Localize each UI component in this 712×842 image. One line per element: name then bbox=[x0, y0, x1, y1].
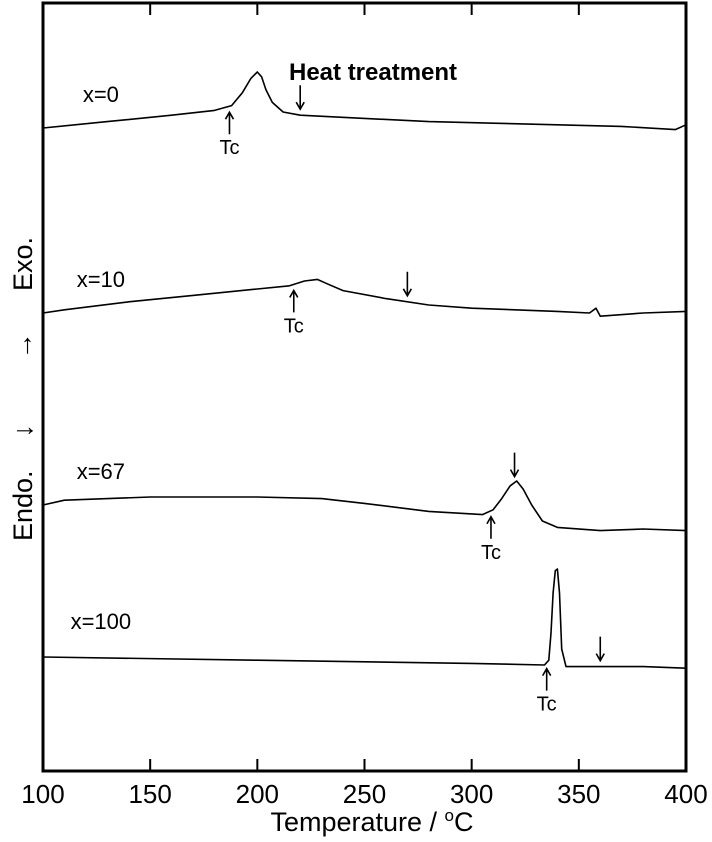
y-axis-arrow-up: → bbox=[8, 332, 38, 359]
curve-annotations: x=0 Tc x=10 Tc x=67 Tc x=100 Tc bbox=[71, 82, 605, 716]
tc-arrow-x=100 bbox=[541, 666, 552, 691]
tc-label-x=67: Tc bbox=[481, 542, 501, 564]
curve-x=100 bbox=[42, 568, 687, 669]
y-axis-title: Endo. ↓ → Exo. bbox=[8, 237, 38, 541]
curve-x=67 bbox=[42, 480, 687, 532]
x-tick-label-150: 150 bbox=[128, 779, 171, 809]
tc-arrow-x=10 bbox=[289, 288, 299, 313]
curve-x=0 bbox=[42, 71, 687, 131]
x-tick-label-250: 250 bbox=[343, 779, 386, 809]
tc-arrow-x=67 bbox=[486, 515, 496, 539]
x-tick-label-100: 100 bbox=[21, 779, 64, 809]
heat-treatment-arrow-x=100 bbox=[595, 636, 605, 663]
y-axis-arrow-down: ↓ bbox=[8, 424, 38, 438]
tc-label-x=0: Tc bbox=[219, 137, 239, 159]
x-tick-labels: 100 150 200 250 300 350 400 bbox=[21, 779, 707, 809]
x-axis-title: Temperature / oC bbox=[270, 806, 473, 837]
y-axis-endo-label: Endo. bbox=[8, 470, 38, 541]
heat-treatment-arrow-x=10 bbox=[402, 271, 413, 298]
tc-label-x=10: Tc bbox=[284, 315, 304, 337]
series-label-x=100: x=100 bbox=[71, 609, 132, 634]
tc-arrow-x=0 bbox=[224, 110, 235, 135]
curve-x=10 bbox=[42, 278, 687, 317]
heat-treatment-annotation: Heat treatment bbox=[289, 59, 457, 86]
x-tick-label-300: 300 bbox=[450, 779, 493, 809]
series-label-x=67: x=67 bbox=[77, 459, 125, 484]
series-label-x=10: x=10 bbox=[77, 267, 125, 292]
dsc-curves bbox=[42, 71, 687, 669]
x-ticks bbox=[42, 3, 687, 771]
y-axis-exo-label: Exo. bbox=[8, 237, 38, 291]
x-tick-label-350: 350 bbox=[557, 779, 600, 809]
heat-treatment-arrow-x=67 bbox=[509, 452, 520, 479]
tc-label-x=100: Tc bbox=[537, 694, 557, 716]
x-tick-label-400: 400 bbox=[664, 779, 707, 809]
heat-treatment-arrow-x=0 bbox=[295, 85, 305, 111]
x-tick-label-200: 200 bbox=[236, 779, 279, 809]
svg-text:Endo. ↓ → Ex: Endo. ↓ → Exo. bbox=[8, 237, 38, 541]
series-label-x=0: x=0 bbox=[83, 82, 119, 107]
